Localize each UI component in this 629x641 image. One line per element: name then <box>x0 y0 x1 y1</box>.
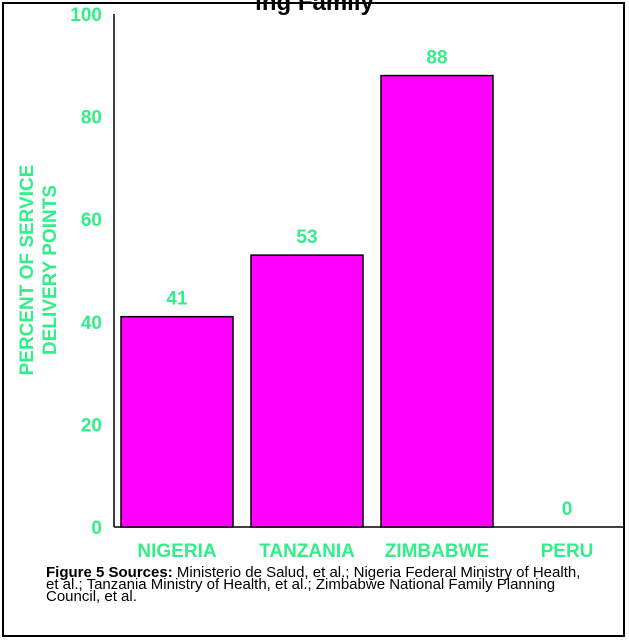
y-tick-label: 100 <box>70 5 102 26</box>
category-label-peru: PERU <box>541 541 594 562</box>
data-label-nigeria: 41 <box>166 289 188 310</box>
caption-label: Figure 5 Sources: <box>46 564 173 581</box>
y-tick-label: 60 <box>81 210 102 231</box>
data-label-peru: 0 <box>562 499 573 520</box>
data-label-zimbabwe: 88 <box>426 48 447 69</box>
bars-group <box>120 74 494 528</box>
y-axis-title: PERCENT OF SERVICE DELIVERY POINTS <box>17 165 61 376</box>
y-axis-title-line: PERCENT OF SERVICE <box>17 165 38 376</box>
data-label-tanzania: 53 <box>296 227 317 248</box>
bar-zimbabwe <box>380 74 494 528</box>
labels-group: 41 NIGERIA 53 TANZANIA 88 ZIMBABWE 0 PERU <box>137 48 593 562</box>
y-tick-label: 0 <box>91 518 102 539</box>
category-label-tanzania: TANZANIA <box>259 541 355 562</box>
caption-text: Ministerio de Salud, et al.; Nigeria Fed… <box>46 564 581 605</box>
category-label-zimbabwe: ZIMBABWE <box>385 541 489 562</box>
axes: 0 20 40 60 80 100 PERCENT OF SERVICE DELIVERY P… <box>17 5 625 539</box>
y-tick-label: 80 <box>81 108 102 129</box>
chart-title: ing Family <box>255 0 374 16</box>
y-tick-label: 40 <box>81 313 102 334</box>
y-tick-label: 20 <box>81 415 102 436</box>
bar-nigeria <box>120 315 234 528</box>
bar-tanzania <box>250 254 364 528</box>
category-label-nigeria: NIGERIA <box>137 541 216 562</box>
figure-caption: Figure 5 Sources: Ministerio de Salud, e… <box>46 564 586 605</box>
y-axis-title-line: DELIVERY POINTS <box>40 185 61 355</box>
